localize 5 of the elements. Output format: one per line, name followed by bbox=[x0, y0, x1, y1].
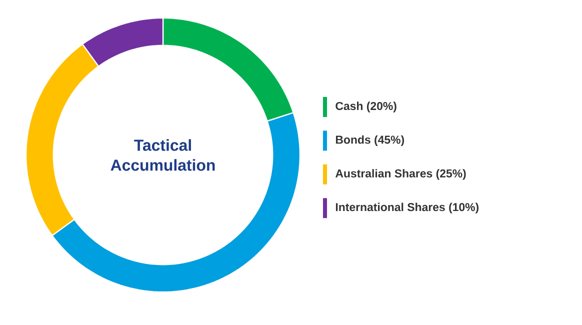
legend-label: Australian Shares (25%) bbox=[335, 169, 466, 180]
legend-label: International Shares (10%) bbox=[336, 202, 479, 214]
text: Tactical Accumulation bbox=[110, 139, 215, 171]
legend-label: Bonds (45%) bbox=[336, 135, 404, 146]
legend-label: Cash (20%) bbox=[336, 102, 396, 112]
